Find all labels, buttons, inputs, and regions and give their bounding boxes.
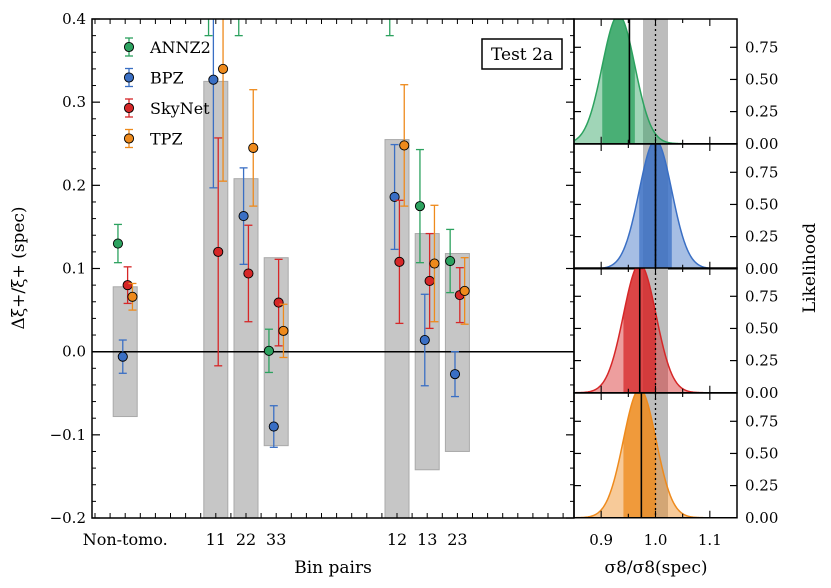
y-tick-label: 0.0 bbox=[62, 343, 86, 361]
right-y-axis-label: Likelihood bbox=[800, 223, 820, 313]
y-tick-label: 0.3 bbox=[62, 93, 86, 111]
likelihood-panel-annz2 bbox=[574, 19, 737, 144]
data-point bbox=[213, 246, 224, 257]
data-point bbox=[449, 369, 461, 380]
data-point bbox=[208, 74, 219, 85]
y-tick-label: 0.75 bbox=[745, 412, 778, 430]
y-tick-label: 0.25 bbox=[745, 228, 778, 246]
data-point bbox=[268, 421, 279, 432]
legend-marker bbox=[123, 133, 135, 144]
data-point bbox=[424, 275, 435, 287]
x-tick-label: 23 bbox=[447, 530, 467, 549]
uncertainty-band bbox=[444, 253, 470, 452]
data-point bbox=[263, 345, 275, 356]
y-tick-label: 0.00 bbox=[745, 509, 778, 527]
data-point bbox=[112, 238, 124, 249]
y-axis-label: Δξ+/ξ+ (spec) bbox=[9, 206, 29, 329]
chart-title: Test 2a bbox=[491, 45, 553, 65]
x-axis-label: Bin pairs bbox=[294, 558, 372, 578]
y-tick-label: 0.75 bbox=[745, 38, 778, 56]
data-point bbox=[399, 140, 410, 151]
legend: ANNZ2 BPZ SkyNet TPZ bbox=[123, 37, 211, 149]
legend-label: BPZ bbox=[150, 69, 184, 88]
x-tick-label: 0.9 bbox=[589, 531, 613, 549]
y-tick-label: 0.50 bbox=[745, 70, 778, 88]
main-plot-frame bbox=[91, 18, 575, 519]
data-point bbox=[238, 211, 249, 222]
data-point bbox=[217, 63, 229, 74]
data-point bbox=[445, 255, 456, 267]
title-box: Test 2a bbox=[481, 38, 563, 70]
data-point bbox=[127, 291, 138, 302]
data-point bbox=[414, 201, 426, 212]
data-point bbox=[459, 285, 470, 297]
likelihood-panel-bpz bbox=[574, 144, 737, 269]
likelihood-curve bbox=[574, 19, 737, 144]
legend-marker bbox=[123, 72, 135, 83]
x-tick-label: 33 bbox=[266, 530, 286, 549]
data-point bbox=[389, 191, 400, 203]
data-point bbox=[278, 325, 289, 336]
uncertainty-band bbox=[233, 178, 259, 518]
y-tick-label: 0.50 bbox=[745, 444, 778, 462]
y-tick-label: 0.75 bbox=[745, 163, 778, 181]
likelihood-fill-inner bbox=[602, 19, 635, 144]
x-tick-label: 1.0 bbox=[644, 531, 668, 549]
likelihood-panel-skynet bbox=[574, 268, 737, 393]
y-tick-label: 0.1 bbox=[62, 260, 86, 278]
y-tick-label: 0.00 bbox=[745, 135, 778, 153]
y-tick-label: 0.50 bbox=[745, 195, 778, 213]
legend-label: SkyNet bbox=[150, 99, 210, 118]
y-tick-label: 0.25 bbox=[745, 477, 778, 495]
data-point bbox=[243, 268, 254, 279]
legend-label: ANNZ2 bbox=[149, 38, 211, 57]
data-point bbox=[394, 256, 405, 267]
uncertainty-band bbox=[203, 80, 229, 518]
y-tick-label: 0.00 bbox=[745, 384, 778, 402]
y-tick-label: 0.50 bbox=[745, 319, 778, 337]
data-point bbox=[419, 334, 430, 346]
y-tick-label: 0.25 bbox=[745, 103, 778, 121]
y-tick-label: −0.2 bbox=[50, 509, 86, 527]
data-point bbox=[273, 297, 284, 308]
legend-marker bbox=[123, 41, 135, 53]
x-tick-label: 22 bbox=[236, 530, 256, 549]
data-point bbox=[122, 280, 133, 291]
main-plot: −0.2 −0.1 0.0 0.1 0.2 0.3 0.4 Non-tomo. 11 22 33 1… bbox=[9, 10, 575, 578]
x-tick-label: 12 bbox=[387, 530, 407, 549]
y-tick-label: 0.25 bbox=[745, 352, 778, 370]
x-tick-label: 1.1 bbox=[698, 531, 722, 549]
y-tick-label: 0.2 bbox=[62, 176, 86, 194]
likelihood-panel-tpz bbox=[574, 393, 737, 518]
x-tick-label: 11 bbox=[206, 530, 226, 549]
x-tick-label: 13 bbox=[417, 530, 437, 549]
x-tick-label: Non-tomo. bbox=[83, 530, 168, 549]
y-tick-label: 0.4 bbox=[62, 10, 86, 28]
data-point bbox=[248, 142, 259, 153]
likelihood-panels: 0.00 0.25 0.50 0.75 0.00 0.25 0.50 0.75 0.00 0.25… bbox=[573, 18, 778, 549]
y-tick-label: −0.1 bbox=[50, 426, 86, 444]
y-tick-label: 0.75 bbox=[745, 287, 778, 305]
data-point bbox=[117, 351, 128, 362]
likelihood-fill-inner bbox=[623, 393, 657, 518]
data-point bbox=[429, 258, 440, 269]
y-tick-label: 0.00 bbox=[745, 260, 778, 278]
legend-marker bbox=[123, 102, 135, 114]
right-x-axis-label: σ8/σ8(spec) bbox=[604, 558, 707, 578]
legend-label: TPZ bbox=[150, 130, 183, 149]
